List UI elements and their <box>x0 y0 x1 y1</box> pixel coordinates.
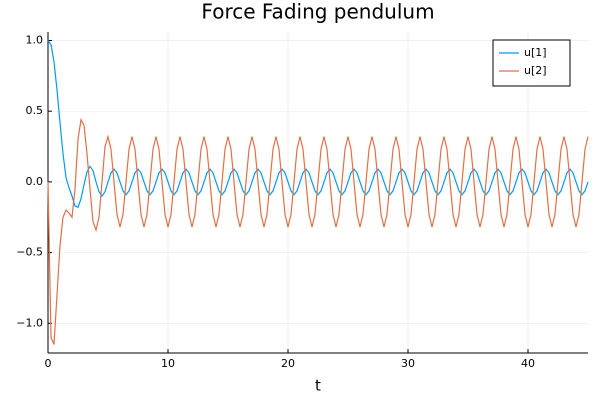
x-axis-label: t <box>315 377 321 395</box>
x-tick-label: 40 <box>521 357 535 370</box>
y-tick-label: 0.0 <box>26 175 44 188</box>
series-line <box>47 40 589 209</box>
y-tick-label: 1.0 <box>26 33 44 46</box>
legend-label: u[1] <box>524 46 547 59</box>
y-tick-label: −0.5 <box>16 246 43 259</box>
y-tick-label: 0.5 <box>26 104 44 117</box>
y-tick-label: −1.0 <box>16 316 43 329</box>
series-line <box>47 117 589 345</box>
chart-title: Force Fading pendulum <box>201 0 434 24</box>
x-tick-label: 0 <box>45 357 52 370</box>
x-tick-label: 10 <box>161 357 175 370</box>
x-tick-label: 30 <box>401 357 415 370</box>
legend-box <box>492 39 571 87</box>
x-tick-label: 20 <box>281 357 295 370</box>
legend-label: u[2] <box>524 64 547 77</box>
